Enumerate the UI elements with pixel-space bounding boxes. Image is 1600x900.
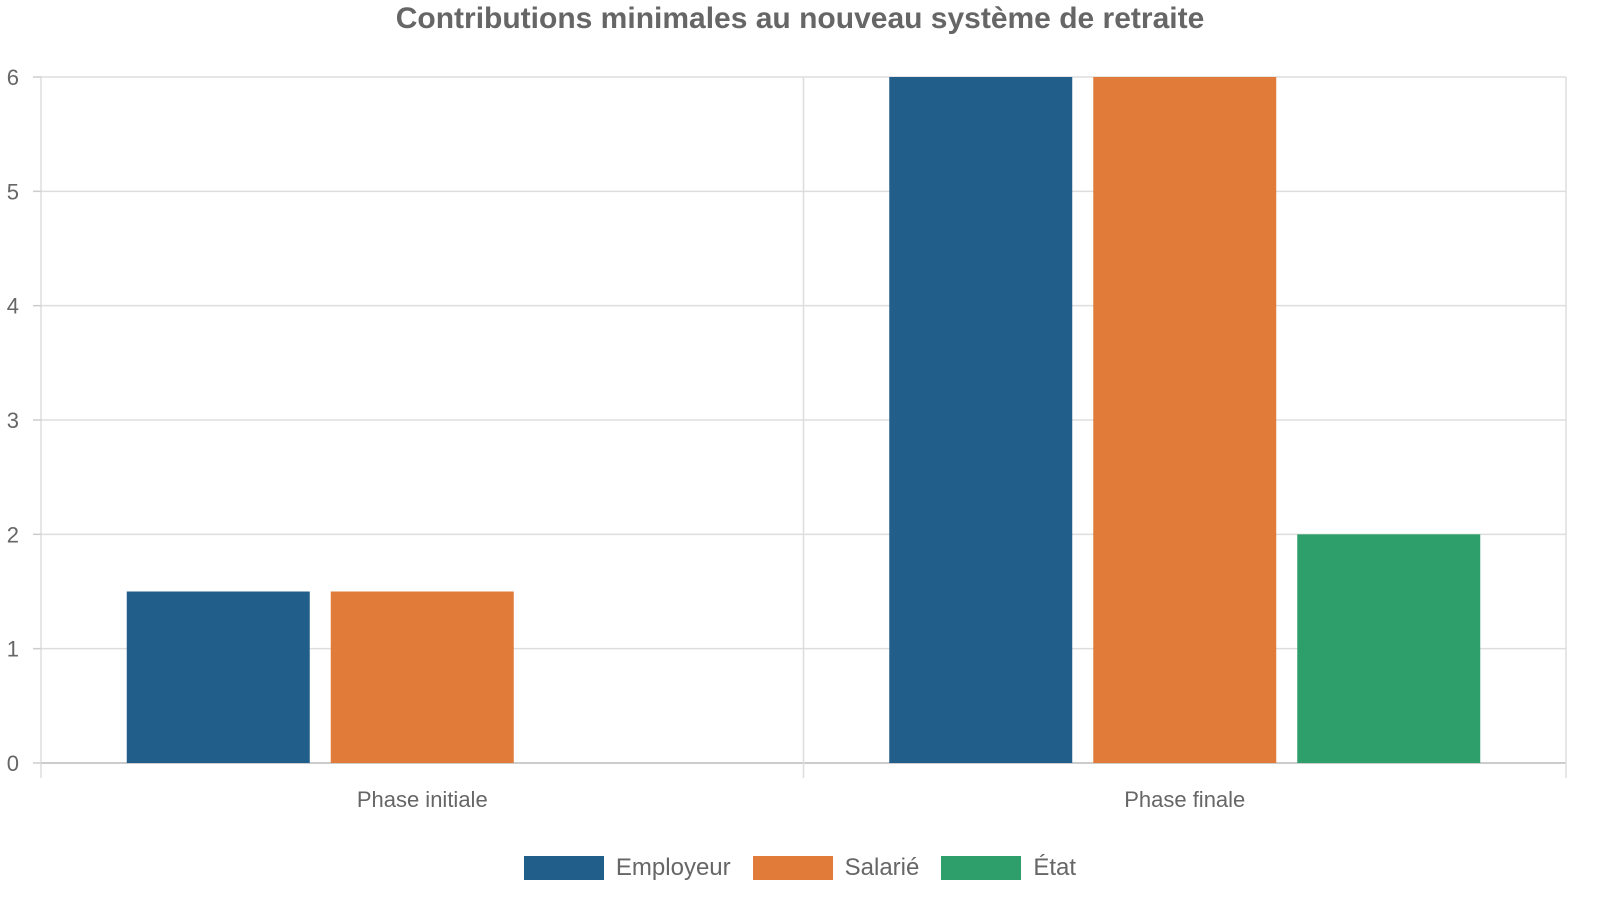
chart-title: Contributions minimales au nouveau systè…: [395, 2, 1205, 35]
bar-etat-1: [1297, 534, 1481, 763]
legend-item-salarie[interactable]: Salarié: [752, 854, 920, 882]
x-tick-label: Phase finale: [1124, 787, 1245, 812]
legend-label: Employeur: [615, 854, 731, 881]
y-tick-label: 1: [7, 637, 19, 662]
bars-layer: [126, 77, 1481, 763]
legend-item-employeur[interactable]: Employeur: [523, 854, 731, 882]
bar-salarie-1: [1093, 77, 1277, 763]
legend-swatch: [752, 856, 833, 880]
y-tick-label: 3: [7, 408, 19, 433]
bar-employeur-1: [889, 77, 1073, 763]
axis-layer: 0 1 2 3 4 5 6 Phase initiale Phase finale: [7, 65, 1246, 812]
x-tick-label: Phase initiale: [357, 787, 488, 812]
y-tick-label: 6: [7, 65, 19, 90]
y-tick-label: 2: [7, 522, 19, 547]
grid-layer: [40, 76, 1567, 778]
y-tick-label: 5: [7, 179, 19, 204]
legend-swatch: [523, 856, 604, 880]
legend-swatch: [941, 856, 1022, 880]
bar-employeur-0: [126, 591, 310, 763]
y-tick-label: 0: [7, 751, 19, 776]
legend-label: État: [1033, 854, 1077, 881]
bar-salarie-0: [330, 591, 514, 763]
legend-item-etat[interactable]: État: [941, 854, 1076, 882]
legend: Employeur Salarié État: [0, 854, 1600, 882]
legend-label: Salarié: [844, 854, 920, 881]
y-tick-label: 4: [7, 294, 19, 319]
